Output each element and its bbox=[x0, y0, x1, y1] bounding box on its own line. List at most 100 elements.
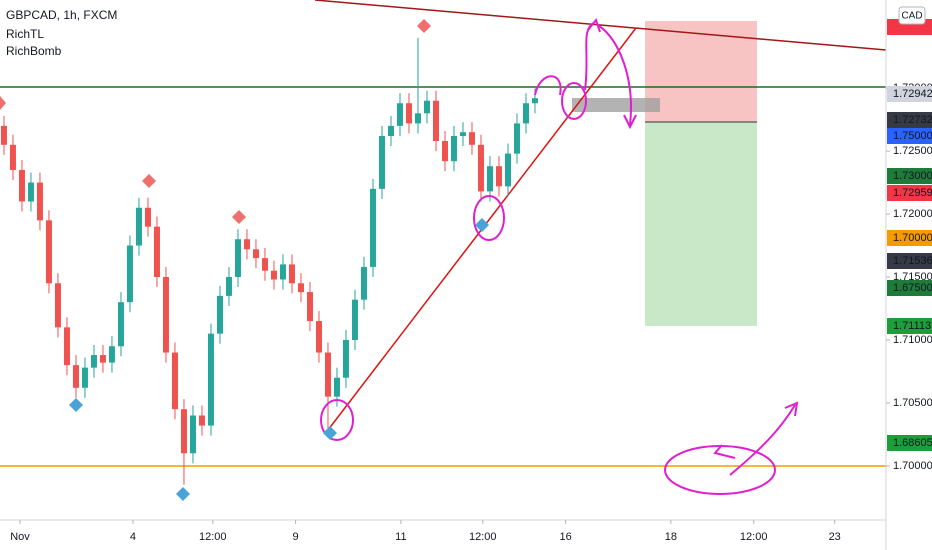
y-tick-label: 1.72500 bbox=[893, 145, 932, 157]
price-tag-label: 1.72959 bbox=[893, 187, 932, 199]
currency-label[interactable]: CAD bbox=[901, 11, 922, 22]
candle-body bbox=[432, 100, 439, 142]
candle-body bbox=[405, 103, 412, 124]
candle-body bbox=[378, 135, 385, 189]
candle-body bbox=[387, 125, 394, 136]
candle-body bbox=[288, 264, 295, 284]
candle-body bbox=[414, 113, 421, 124]
candle-body bbox=[504, 153, 511, 187]
candle-body bbox=[144, 207, 151, 227]
candle-body bbox=[54, 283, 61, 328]
sell-signal bbox=[142, 174, 156, 188]
zone-box bbox=[572, 98, 660, 112]
price-tag-label: 1.72942 bbox=[893, 88, 932, 100]
candle-body bbox=[18, 169, 25, 202]
y-tick-label: 1.72000 bbox=[893, 208, 932, 220]
candle-body bbox=[9, 144, 16, 170]
y-tick-label: 1.71000 bbox=[893, 334, 932, 346]
arrow bbox=[597, 24, 637, 130]
candle-body bbox=[351, 299, 358, 340]
candle-body bbox=[171, 352, 178, 410]
price-tag-label: 1.75000 bbox=[893, 130, 932, 142]
stop-zone bbox=[645, 21, 757, 122]
x-tick-label: 11 bbox=[395, 531, 406, 543]
candle-body bbox=[342, 339, 349, 378]
arrow bbox=[729, 401, 799, 476]
price-tag bbox=[887, 253, 932, 269]
candle-body bbox=[153, 226, 160, 277]
trend-line-down bbox=[314, 0, 887, 51]
candle-body bbox=[450, 135, 457, 162]
candle-body bbox=[63, 327, 70, 366]
buy-signal bbox=[69, 398, 83, 412]
buy-signal bbox=[323, 426, 337, 440]
x-tick-label: 9 bbox=[293, 531, 299, 543]
x-tick-label: 23 bbox=[829, 531, 841, 543]
candle-body bbox=[513, 123, 520, 154]
candle-body bbox=[522, 103, 529, 124]
candle-body bbox=[243, 239, 250, 250]
marker-circle bbox=[473, 195, 505, 241]
annotations bbox=[320, 17, 799, 495]
candle-body bbox=[486, 166, 493, 192]
candle-body bbox=[162, 276, 169, 353]
price-tag-label: 1.70000 bbox=[893, 232, 932, 244]
candle-body bbox=[306, 292, 313, 322]
candle-body bbox=[333, 377, 340, 397]
price-tag bbox=[887, 435, 932, 451]
candle-body bbox=[423, 100, 430, 114]
arrow bbox=[584, 17, 601, 91]
price-tag-label: 1.68605 bbox=[893, 437, 932, 449]
price-tag-label: 1.71536 bbox=[893, 255, 932, 267]
x-tick-label: 12:00 bbox=[199, 531, 227, 543]
sell-signal bbox=[232, 210, 246, 224]
x-tick-label: 12:00 bbox=[740, 531, 768, 543]
price-tag bbox=[887, 86, 932, 102]
currency-button[interactable] bbox=[898, 6, 926, 25]
candle-body bbox=[315, 321, 322, 353]
x-tick-label: 4 bbox=[130, 531, 136, 543]
marker-circle bbox=[561, 82, 587, 120]
candle-body bbox=[531, 98, 538, 104]
price-tag bbox=[887, 112, 932, 128]
candle-body bbox=[468, 132, 475, 145]
x-tick-label: Nov bbox=[10, 531, 30, 543]
candle-body bbox=[459, 132, 466, 136]
price-tag-label: 1.73000 bbox=[893, 170, 932, 182]
y-tick-label: 1.70000 bbox=[893, 460, 932, 472]
candle-body bbox=[324, 352, 331, 397]
price-tag-label: 1.71113 bbox=[893, 320, 931, 332]
candle-body bbox=[27, 182, 34, 202]
candle-body bbox=[441, 141, 448, 162]
candle-body bbox=[72, 365, 79, 388]
candle-body bbox=[126, 245, 133, 303]
price-tag bbox=[887, 185, 932, 201]
price-tag bbox=[887, 280, 932, 296]
x-tick-label: 16 bbox=[559, 531, 571, 543]
sell-signal bbox=[0, 96, 6, 110]
candle-body bbox=[252, 249, 259, 259]
candle-body bbox=[180, 409, 187, 454]
sell-signal bbox=[417, 19, 431, 33]
y-tick-label: 1.70500 bbox=[893, 397, 932, 409]
buy-signal bbox=[475, 218, 489, 232]
candle-body bbox=[0, 125, 7, 145]
indicator-name: RichBomb bbox=[6, 44, 62, 58]
target-zone bbox=[645, 122, 757, 326]
candle-body bbox=[198, 415, 205, 426]
candle-body bbox=[216, 295, 223, 334]
candle-body bbox=[117, 302, 124, 347]
price-tag bbox=[887, 318, 932, 334]
arrow bbox=[713, 444, 736, 459]
candle-body bbox=[90, 355, 97, 368]
candle-body bbox=[360, 266, 367, 300]
price-tag-label: 1.67500 bbox=[893, 282, 932, 294]
candle-body bbox=[189, 415, 196, 454]
candle-body bbox=[45, 220, 52, 284]
candle-body bbox=[279, 264, 286, 280]
candle-body bbox=[369, 188, 376, 267]
candle-body bbox=[81, 367, 88, 388]
candle-body bbox=[297, 283, 304, 293]
price-tag bbox=[887, 230, 932, 246]
